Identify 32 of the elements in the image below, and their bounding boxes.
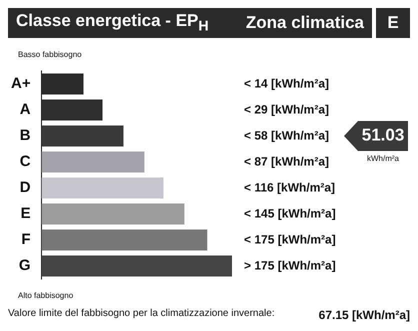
text: < 29 [kWh/m²a] [244, 102, 330, 116]
text: 51.03 [362, 126, 404, 145]
bar [42, 230, 208, 250]
bar [42, 256, 232, 276]
bar [42, 204, 184, 224]
text: Alto fabbisogno [18, 291, 74, 300]
bar [42, 152, 144, 172]
text: < 87 [kWh/m²a] [244, 154, 330, 168]
y-tick-label: A [20, 101, 31, 118]
y-tick-label: F [21, 231, 31, 248]
text: < 116 [kWh/m²a] [244, 180, 336, 194]
y-tick-label: A+ [11, 75, 31, 92]
bar [42, 100, 103, 120]
text: kWh/m²a [367, 154, 400, 164]
bar [42, 126, 124, 146]
text: < 145 [kWh/m²a] [244, 206, 336, 220]
y-tick-label: E [20, 205, 31, 222]
text: Basso fabbisogno [18, 50, 83, 59]
text: < 175 [kWh/m²a] [244, 232, 336, 246]
text: Zona climatica [246, 13, 364, 33]
y-tick-label: B [20, 127, 31, 144]
text: 67.15 [kWh/m²a] [318, 308, 410, 322]
y-tick-label: D [20, 179, 31, 196]
y-tick-label: G [18, 257, 31, 274]
text: E [376, 8, 410, 38]
chart-title: Classe energetica - EP$_{H}$ [16, 11, 209, 35]
y-tick-label: C [20, 153, 31, 170]
text: > 175 [kWh/m²a] [244, 258, 336, 272]
text: < 58 [kWh/m²a] [244, 128, 330, 142]
bar [42, 178, 164, 198]
text: < 14 [kWh/m²a] [244, 76, 330, 90]
text: Valore limite del fabbisogno per la climatizzazione invernale: [8, 308, 275, 321]
